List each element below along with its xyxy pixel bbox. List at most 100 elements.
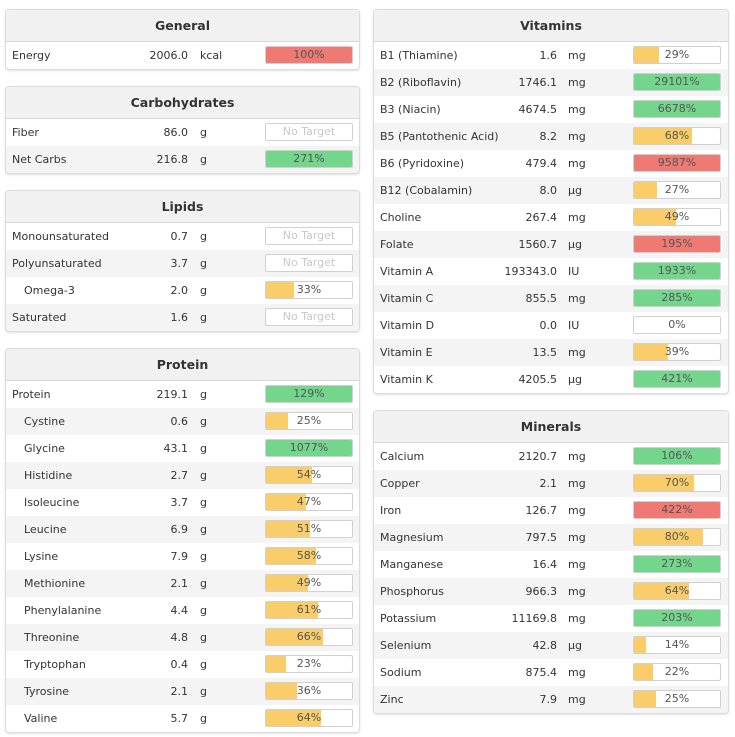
target-progress-bar: 33% xyxy=(265,281,353,299)
progress-fill xyxy=(634,236,720,252)
nutrient-amount: 1560.7 xyxy=(518,238,558,251)
nutrient-row[interactable]: Vitamin D 0.0 IU 0% xyxy=(374,312,728,339)
nutrient-row[interactable]: Vitamin C 855.5 mg 285% xyxy=(374,285,728,312)
nutrient-row[interactable]: Polyunsaturated 3.7 g No Target xyxy=(6,250,359,277)
nutrient-name: Folate xyxy=(380,238,414,251)
target-progress-bar: 23% xyxy=(265,655,353,673)
nutrient-unit: g xyxy=(200,685,207,698)
nutrient-amount: 7.9 xyxy=(170,550,189,563)
target-percent-label: 14% xyxy=(664,638,690,651)
target-percent-label: 68% xyxy=(664,129,690,142)
nutrient-name: Vitamin E xyxy=(380,346,433,359)
nutrient-row[interactable]: Magnesium 797.5 mg 80% xyxy=(374,524,728,551)
nutrient-row[interactable]: Folate 1560.7 µg 195% xyxy=(374,231,728,258)
progress-fill xyxy=(634,529,703,545)
nutrient-name: Lysine xyxy=(24,550,59,563)
panel-title: Minerals xyxy=(374,411,728,443)
progress-fill xyxy=(266,47,352,63)
target-percent-label: 66% xyxy=(296,630,322,643)
nutrient-row[interactable]: Fiber 86.0 g No Target xyxy=(6,119,359,146)
nutrient-row[interactable]: Iron 126.7 mg 422% xyxy=(374,497,728,524)
nutrient-row[interactable]: B2 (Riboflavin) 1746.1 mg 29101% xyxy=(374,69,728,96)
progress-fill xyxy=(634,128,693,144)
nutrient-row[interactable]: Calcium 2120.7 mg 106% xyxy=(374,443,728,470)
nutrient-row[interactable]: B6 (Pyridoxine) 479.4 mg 9587% xyxy=(374,150,728,177)
nutrient-amount: 6.9 xyxy=(170,523,189,536)
nutrient-row[interactable]: Monounsaturated 0.7 g No Target xyxy=(6,223,359,250)
nutrient-amount: 2006.0 xyxy=(149,49,189,62)
nutrient-amount: 193343.0 xyxy=(504,265,558,278)
nutrient-row[interactable]: Glycine 43.1 g 1077% xyxy=(6,435,359,462)
nutrient-row[interactable]: B12 (Cobalamin) 8.0 µg 27% xyxy=(374,177,728,204)
nutrient-row[interactable]: Tyrosine 2.1 g 36% xyxy=(6,678,359,705)
target-progress-bar: 64% xyxy=(633,582,721,600)
target-percent-label: 61% xyxy=(296,603,322,616)
nutrient-row[interactable]: Isoleucine 3.7 g 47% xyxy=(6,489,359,516)
nutrient-row[interactable]: Net Carbs 216.8 g 271% xyxy=(6,146,359,173)
target-progress-bar: 27% xyxy=(633,181,721,199)
target-percent-label: 80% xyxy=(664,530,690,543)
nutrient-row[interactable]: Vitamin K 4205.5 µg 421% xyxy=(374,366,728,393)
nutrient-row[interactable]: Copper 2.1 mg 70% xyxy=(374,470,728,497)
nutrient-row[interactable]: B3 (Niacin) 4674.5 mg 6678% xyxy=(374,96,728,123)
nutrient-row[interactable]: Sodium 875.4 mg 22% xyxy=(374,659,728,686)
nutrient-row[interactable]: Saturated 1.6 g No Target xyxy=(6,304,359,331)
nutrient-row[interactable]: Vitamin A 193343.0 IU 1933% xyxy=(374,258,728,285)
nutrient-name: Phenylalanine xyxy=(24,604,102,617)
nutrient-unit: mg xyxy=(568,612,586,625)
nutrient-row[interactable]: Histidine 2.7 g 54% xyxy=(6,462,359,489)
target-percent-label: 100% xyxy=(293,48,325,61)
nutrient-amount: 1.6 xyxy=(539,49,558,62)
nutrient-name: Vitamin K xyxy=(380,373,433,386)
nutrient-row[interactable]: Phenylalanine 4.4 g 61% xyxy=(6,597,359,624)
nutrient-amount: 2.1 xyxy=(539,477,558,490)
nutrient-row[interactable]: Lysine 7.9 g 58% xyxy=(6,543,359,570)
nutrient-unit: g xyxy=(200,577,207,590)
target-percent-label: No Target xyxy=(282,256,336,269)
target-progress-bar: 64% xyxy=(265,709,353,727)
nutrient-row[interactable]: Choline 267.4 mg 49% xyxy=(374,204,728,231)
progress-fill xyxy=(634,155,720,171)
nutrient-row[interactable]: Threonine 4.8 g 66% xyxy=(6,624,359,651)
nutrient-name: Polyunsaturated xyxy=(12,257,102,270)
nutrient-row[interactable]: Vitamin E 13.5 mg 39% xyxy=(374,339,728,366)
nutrient-amount: 8.2 xyxy=(539,130,558,143)
target-progress-bar: 70% xyxy=(633,474,721,492)
nutrient-row[interactable]: Phosphorus 966.3 mg 64% xyxy=(374,578,728,605)
target-percent-label: 271% xyxy=(293,152,325,165)
nutrient-row[interactable]: Potassium 11169.8 mg 203% xyxy=(374,605,728,632)
nutrient-unit: mg xyxy=(568,157,586,170)
nutrient-amount: 0.4 xyxy=(170,658,189,671)
progress-fill xyxy=(266,151,352,167)
nutrient-row[interactable]: Cystine 0.6 g 25% xyxy=(6,408,359,435)
nutrient-amount: 8.0 xyxy=(539,184,558,197)
nutrient-row[interactable]: Leucine 6.9 g 51% xyxy=(6,516,359,543)
nutrient-row[interactable]: Valine 5.7 g 64% xyxy=(6,705,359,732)
progress-fill xyxy=(634,556,720,572)
nutrient-name: B1 (Thiamine) xyxy=(380,49,458,62)
nutrient-row[interactable]: Zinc 7.9 mg 25% xyxy=(374,686,728,713)
panel-carbohydrates: Carbohydrates Fiber 86.0 g No Target Net Car… xyxy=(5,86,360,174)
target-progress-bar: No Target xyxy=(265,227,353,245)
nutrient-unit: g xyxy=(200,658,207,671)
nutrient-row[interactable]: Omega-3 2.0 g 33% xyxy=(6,277,359,304)
progress-fill xyxy=(634,610,720,626)
nutrient-amount: 7.9 xyxy=(539,693,558,706)
nutrient-row[interactable]: B1 (Thiamine) 1.6 mg 29% xyxy=(374,42,728,69)
target-progress-bar: 54% xyxy=(265,466,353,484)
nutrient-row[interactable]: Manganese 16.4 mg 273% xyxy=(374,551,728,578)
nutrient-row[interactable]: Protein 219.1 g 129% xyxy=(6,381,359,408)
nutrient-name: Vitamin A xyxy=(380,265,434,278)
nutrient-name: Manganese xyxy=(380,558,444,571)
nutrient-row[interactable]: Energy 2006.0 kcal 100% xyxy=(6,42,359,69)
nutrient-row[interactable]: Selenium 42.8 µg 14% xyxy=(374,632,728,659)
progress-fill xyxy=(634,209,677,225)
panel-title: Lipids xyxy=(6,191,359,223)
nutrient-unit: g xyxy=(200,284,207,297)
target-progress-bar: 6678% xyxy=(633,100,721,118)
nutrient-row[interactable]: Tryptophan 0.4 g 23% xyxy=(6,651,359,678)
nutrient-row[interactable]: Methionine 2.1 g 49% xyxy=(6,570,359,597)
target-percent-label: 422% xyxy=(661,503,693,516)
nutrient-row[interactable]: B5 (Pantothenic Acid) 8.2 mg 68% xyxy=(374,123,728,150)
target-progress-bar: 271% xyxy=(265,150,353,168)
